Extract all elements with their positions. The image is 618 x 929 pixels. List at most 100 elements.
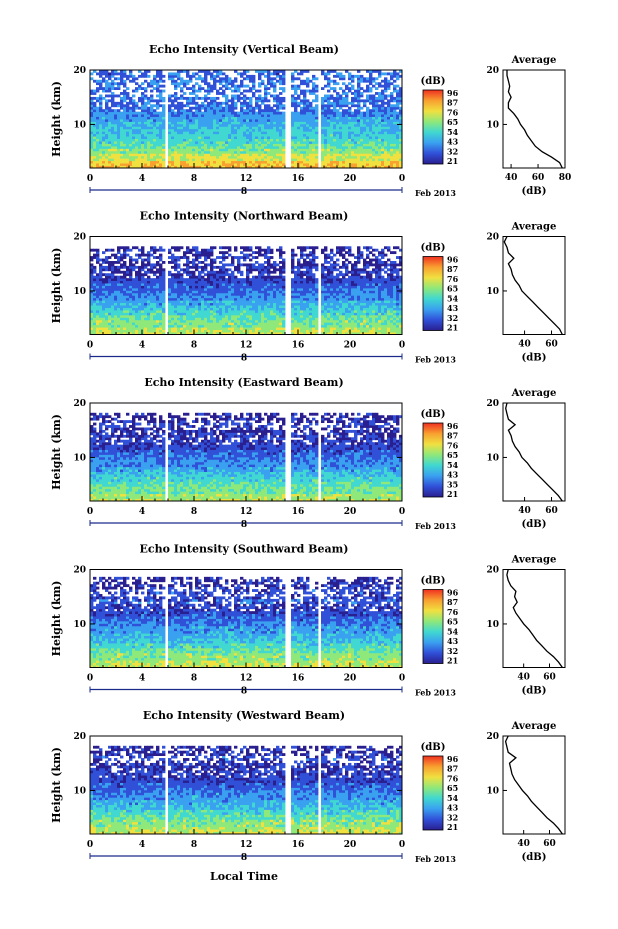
- heatmap-cell: [144, 322, 148, 326]
- heatmap-cell: [390, 319, 394, 323]
- heatmap-cell: [342, 148, 346, 152]
- heatmap-cell: [210, 295, 214, 299]
- heatmap-cell: [351, 160, 355, 164]
- heatmap-cell: [213, 74, 217, 78]
- heatmap-cell: [114, 104, 118, 108]
- heatmap-cell: [252, 133, 256, 137]
- heatmap-cell: [183, 92, 187, 95]
- heatmap-cell: [249, 165, 253, 169]
- heatmap-cell: [396, 153, 400, 157]
- heatmap-cell: [132, 104, 136, 108]
- heatmap-cell: [378, 121, 382, 125]
- heatmap-cell: [135, 319, 139, 323]
- heatmap-cell: [339, 116, 343, 120]
- heatmap-cell: [372, 94, 376, 98]
- heatmap-cell: [162, 141, 166, 144]
- heatmap-cell: [234, 89, 238, 93]
- heatmap-cell: [117, 143, 121, 147]
- heatmap-cell: [348, 324, 352, 328]
- heatmap-cell: [129, 314, 133, 318]
- heatmap-cell: [174, 322, 178, 326]
- heatmap-cell: [381, 153, 385, 157]
- heatmap-cell: [300, 123, 304, 127]
- heatmap-cell: [234, 143, 238, 147]
- heatmap-cell: [105, 114, 109, 117]
- heatmap-cell: [246, 138, 250, 142]
- heatmap-cell: [222, 312, 226, 316]
- heatmap-cell: [204, 327, 208, 330]
- heatmap-cell: [306, 89, 310, 93]
- heatmap-cell: [126, 126, 130, 130]
- heatmap-cell: [258, 297, 262, 301]
- heatmap-cell: [159, 70, 163, 73]
- heatmap-cell: [141, 332, 145, 335]
- heatmap-cell: [312, 165, 316, 169]
- heatmap-cell: [300, 155, 304, 159]
- heatmap-cell: [366, 305, 370, 308]
- heatmap-cell: [93, 160, 97, 164]
- heatmap-cell: [321, 314, 325, 318]
- heatmap-cell: [90, 148, 94, 152]
- heatmap-cell: [255, 332, 259, 335]
- heatmap-cell: [114, 116, 118, 120]
- heatmap-cell: [198, 150, 202, 154]
- heatmap-cell: [375, 141, 379, 144]
- heatmap-cell: [348, 89, 352, 93]
- heatmap-cell: [267, 165, 271, 169]
- heatmap-cell: [150, 141, 154, 144]
- heatmap-cell: [321, 114, 325, 117]
- heatmap-cell: [222, 72, 226, 76]
- heatmap-cell: [216, 307, 220, 311]
- heatmap-cell: [117, 163, 121, 166]
- heatmap-cell: [198, 131, 202, 135]
- heatmap-cell: [261, 116, 265, 120]
- heatmap-cell: [144, 163, 148, 166]
- heatmap-cell: [384, 111, 388, 115]
- heatmap-cell: [207, 145, 211, 149]
- heatmap-cell: [342, 133, 346, 137]
- heatmap-cell: [186, 87, 190, 90]
- heatmap-cell: [396, 111, 400, 115]
- heatmap-cell: [225, 121, 229, 125]
- heatmap-cell: [252, 116, 256, 120]
- heatmap-cell: [93, 89, 97, 93]
- heatmap-cell: [261, 153, 265, 157]
- heatmap-cell: [357, 74, 361, 78]
- heatmap-cell: [237, 327, 241, 330]
- heatmap-cell: [252, 131, 256, 135]
- heatmap-cell: [234, 312, 238, 316]
- heatmap-cell: [252, 111, 256, 115]
- heatmap-cell: [120, 123, 124, 127]
- heatmap-cell: [132, 111, 136, 115]
- heatmap-cell: [126, 123, 130, 127]
- heatmap-cell: [246, 302, 250, 306]
- heatmap-cell: [141, 138, 145, 142]
- heatmap-cell: [276, 121, 280, 125]
- heatmap-cell: [393, 153, 397, 157]
- heatmap-cell: [177, 74, 181, 78]
- heatmap-cell: [267, 158, 271, 162]
- heatmap-cell: [345, 109, 349, 113]
- heatmap-cell: [93, 128, 97, 132]
- heatmap-cell: [168, 96, 172, 100]
- heatmap-cell: [117, 314, 121, 318]
- heatmap-cell: [384, 158, 388, 162]
- heatmap-cell: [366, 133, 370, 137]
- heatmap-cell: [222, 136, 226, 139]
- heatmap-cell: [333, 111, 337, 115]
- heatmap-cell: [339, 332, 343, 335]
- heatmap-cell: [105, 297, 109, 301]
- heatmap-cell: [177, 165, 181, 169]
- heatmap-cell: [108, 143, 112, 147]
- heatmap-cell: [96, 116, 100, 120]
- heatmap-cell: [228, 148, 232, 152]
- heatmap-cell: [366, 89, 370, 93]
- heatmap-cell: [171, 109, 175, 113]
- heatmap-cell: [387, 99, 391, 103]
- heatmap-cell: [159, 300, 163, 304]
- heatmap-cell: [300, 72, 304, 76]
- heatmap-cell: [399, 138, 403, 142]
- heatmap-cell: [270, 106, 274, 110]
- heatmap-cell: [210, 74, 214, 78]
